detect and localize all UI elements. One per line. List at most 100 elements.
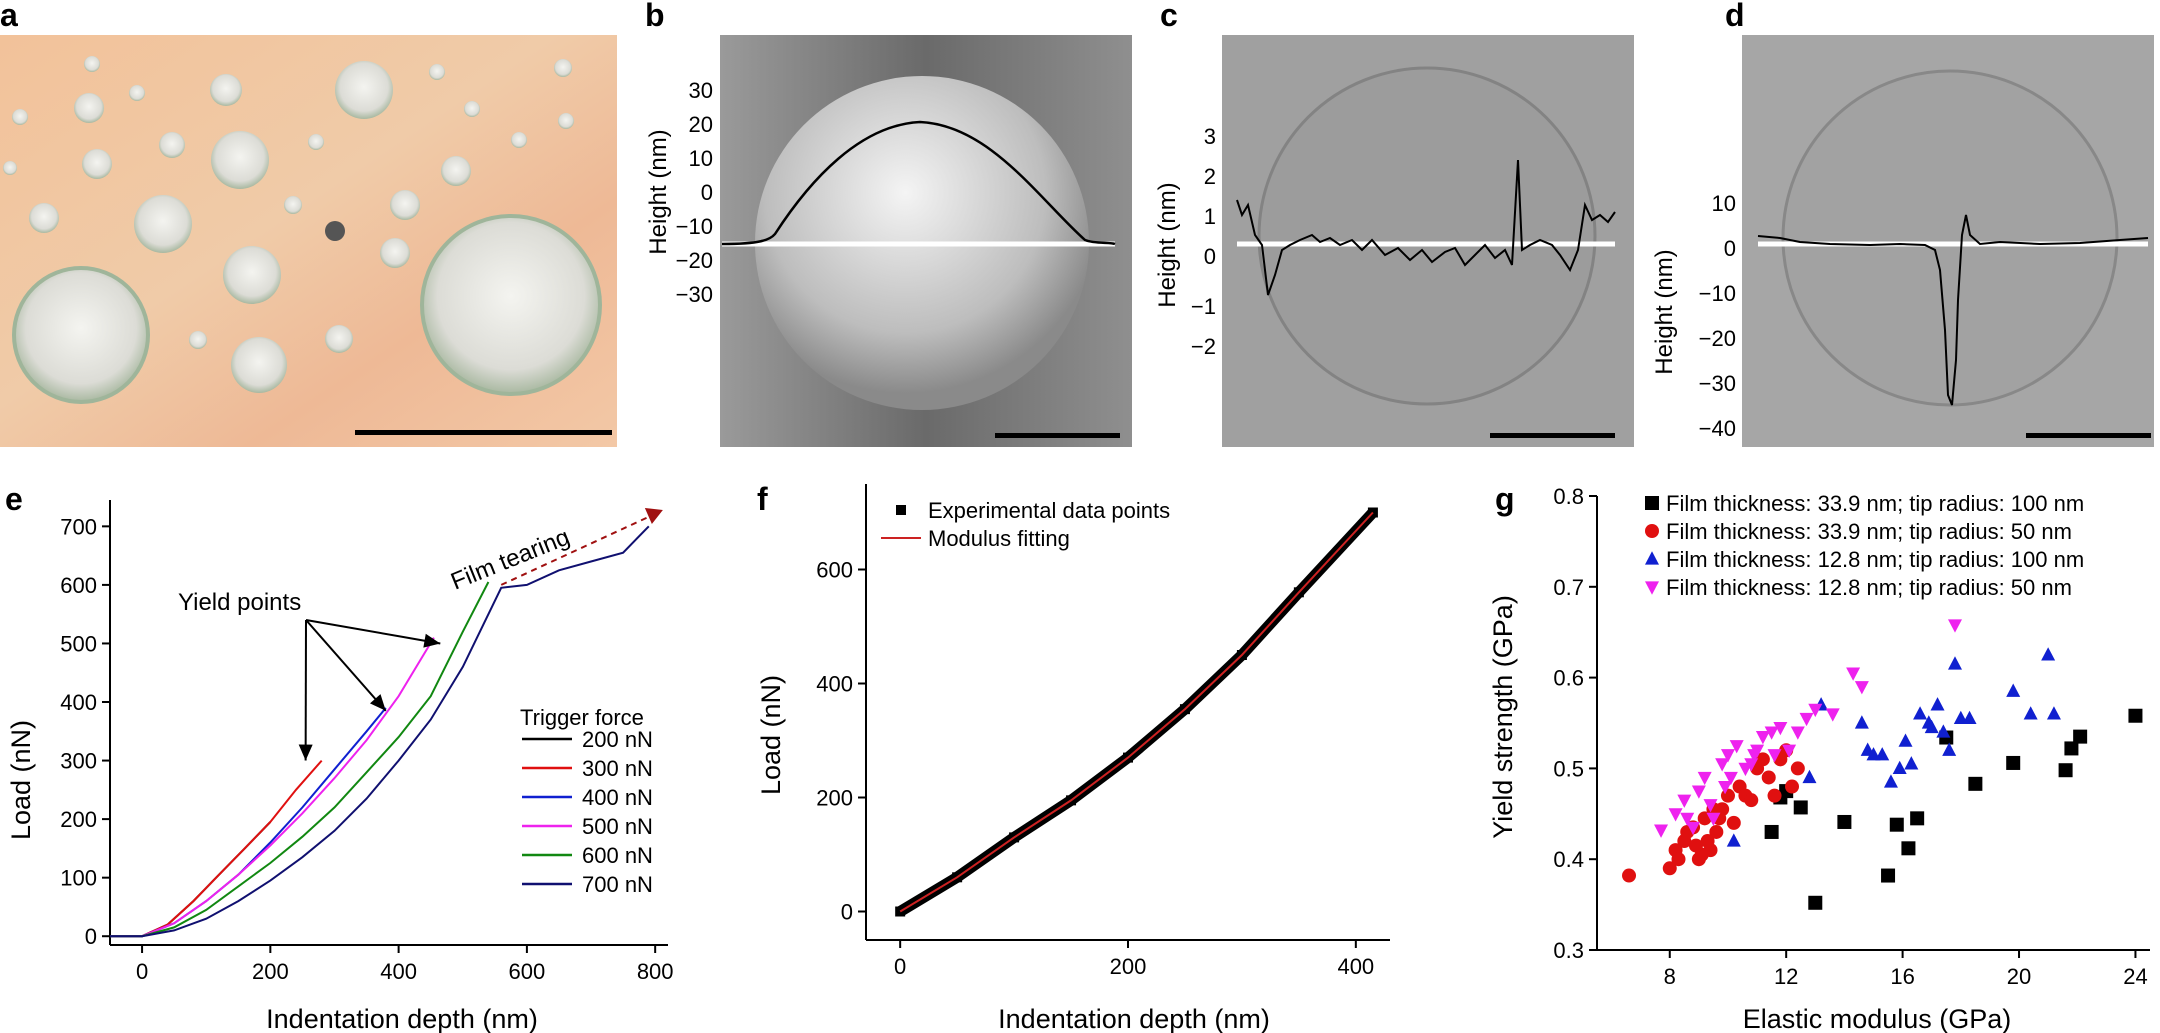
chart-g-data-point (2046, 706, 2061, 720)
chart-g-data-point (1881, 868, 1896, 883)
chart-g-data-point (1790, 726, 1805, 740)
chart-g-data-point (1761, 770, 1776, 785)
chart-g-data-point (1802, 769, 1817, 784)
chart-f-experimental-band (897, 508, 1377, 917)
chart-g-xtick-label: 8 (1664, 964, 1676, 989)
panel-d-ytick: 0 (1724, 236, 1736, 261)
chart-e: Indentation depth (nm) Load (nN) Yield p… (6, 500, 674, 1033)
chart-g-data-point (1700, 834, 1715, 849)
chart-f-legend-label: Experimental data points (928, 498, 1170, 523)
chart-g-xtick-label: 24 (2123, 964, 2147, 989)
chart-g-data-point (1773, 721, 1788, 736)
panel-d-ytick: −40 (1699, 416, 1736, 441)
chart-g-data-point (1691, 785, 1706, 799)
chart-g-data-point (2064, 741, 2079, 756)
chart-e-xtick-label: 200 (252, 959, 289, 984)
chart-g-data-point (2041, 647, 2056, 661)
panel-c-afm-image (1222, 35, 1634, 447)
panel-c-ytick: 2 (1204, 164, 1216, 189)
chart-g-ytick-label: 0.4 (1553, 847, 1584, 872)
chart-g-legend-label: Film thickness: 33.9 nm; tip radius: 100… (1666, 491, 2084, 516)
panel-a-micrograph (0, 35, 617, 447)
chart-f-xtick-label: 0 (894, 954, 906, 979)
chart-e-ytick-label: 200 (60, 807, 97, 832)
chart-e-ytick-label: 500 (60, 631, 97, 656)
chart-e-ytick-label: 100 (60, 866, 97, 891)
chart-g-ytick-label: 0.5 (1553, 756, 1584, 781)
chart-e-series-line (110, 759, 323, 938)
chart-g-data-point (1892, 760, 1907, 774)
chart-e-yield-arrow (305, 619, 387, 712)
chart-g-data-point (1898, 733, 1913, 747)
chart-f-ytick-label: 400 (816, 672, 853, 697)
chart-f-legend-label: Modulus fitting (928, 526, 1070, 551)
chart-e-ytick-label: 700 (60, 514, 97, 539)
chart-e-legend-label: 300 nN (582, 756, 653, 781)
chart-g-data-point (1718, 780, 1733, 795)
chart-g-data-point (1720, 788, 1735, 803)
chart-f-ytick-label: 0 (841, 900, 853, 925)
chart-g-data-point (1697, 771, 1712, 786)
chart-e-xtick-label: 0 (136, 959, 148, 984)
chart-g-data-point (1942, 742, 1957, 756)
chart-g-data-point (1883, 774, 1898, 788)
chart-g-data-point (1767, 749, 1782, 763)
chart-e-yield-annotation: Yield points (178, 589, 301, 616)
chart-g-data-point (1688, 838, 1703, 853)
chart-g-data-point (1755, 731, 1770, 745)
chart-e-ylabel: Load (nN) (6, 720, 36, 840)
chart-g-data-point (1755, 752, 1770, 767)
chart-g-data-point (2073, 729, 2088, 744)
chart-g-data-point (1744, 793, 1759, 808)
chart-g-ytick-label: 0.3 (1553, 938, 1584, 963)
panel-c-y-axis: 3 2 1 0 −1 −2 Height (nm) (1154, 124, 1216, 359)
panel-c-ytick: −2 (1191, 334, 1216, 359)
chart-g-xlabel: Elastic modulus (GPa) (1743, 1004, 2012, 1033)
chart-g-ytick-label: 0.8 (1553, 484, 1584, 509)
chart-g-data-point (1703, 799, 1718, 813)
chart-g-data-point (1854, 715, 1869, 729)
chart-g-data-point (1930, 697, 1945, 711)
panel-e-letter: e (5, 481, 23, 517)
chart-g-legend-marker (1645, 581, 1659, 595)
chart-g-data-point (2006, 755, 2021, 770)
panel-c-letter: c (1160, 0, 1178, 33)
chart-g-data-point (1924, 719, 1939, 734)
panel-c-ytick: 0 (1204, 244, 1216, 269)
chart-g-data-point (2023, 706, 2038, 720)
panel-f-letter: f (757, 481, 768, 517)
panel-b-ytick: 10 (689, 146, 713, 171)
chart-e-legend-label: 400 nN (582, 785, 653, 810)
chart-f-data-point (1367, 507, 1378, 518)
panel-b-ytick: −20 (676, 248, 713, 273)
chart-e-tear-arrow (500, 514, 654, 586)
chart-g-data-point (1715, 758, 1730, 772)
chart-g-data-point (1764, 726, 1779, 740)
chart-g-data-point (1706, 812, 1721, 827)
chart-f-ytick-label: 200 (816, 786, 853, 811)
chart-g-data-point (1866, 747, 1881, 761)
chart-g-data-point (1662, 861, 1677, 876)
chart-g-data-point (1750, 744, 1765, 758)
chart-e-tear-arrowhead (644, 507, 663, 524)
chart-g-data-point (1968, 776, 1983, 791)
panel-b-ytick: −10 (676, 214, 713, 239)
chart-g-data-point (1723, 771, 1738, 786)
chart-e-series-line (110, 637, 435, 938)
chart-e-yield-arrow (305, 619, 441, 645)
panel-d-ytick: −20 (1699, 326, 1736, 351)
chart-g-data-point (1671, 852, 1686, 867)
chart-g-data-point (1654, 824, 1669, 838)
chart-g-data-point (1962, 710, 1977, 725)
chart-g-data-point (1808, 895, 1823, 910)
panel-c-ytick: 1 (1204, 204, 1216, 229)
chart-g-data-point (1709, 824, 1724, 839)
chart-g-data-point (1904, 756, 1919, 770)
chart-g-data-point (1889, 817, 1904, 832)
chart-g-data-point (1901, 841, 1916, 856)
panel-d-afm-image (1742, 35, 2154, 447)
chart-g-data-point (1726, 815, 1741, 830)
chart-g-data-point (1936, 724, 1951, 738)
chart-g-data-point (1913, 706, 1928, 720)
chart-e-ytick-label: 0 (85, 924, 97, 949)
